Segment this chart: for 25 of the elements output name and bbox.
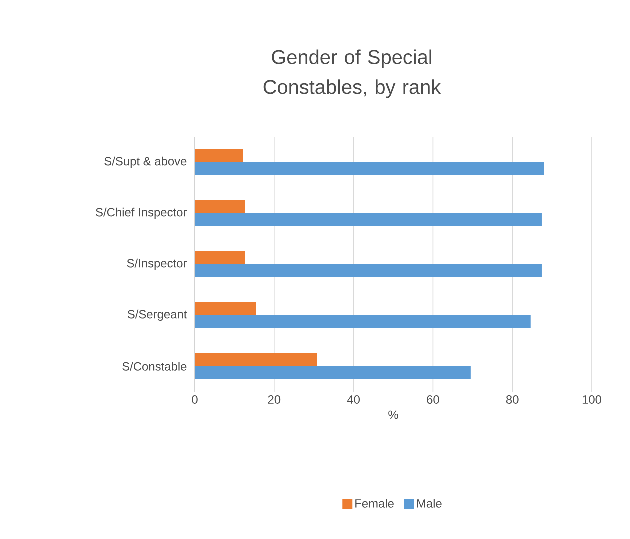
x-tick-label: 20 — [268, 396, 281, 404]
y-tick-label: S/Sergeant — [128, 310, 188, 322]
legend-label: Male — [417, 499, 442, 508]
chart-title: Gender of Special Constables, by rank — [264, 50, 442, 98]
bar — [195, 316, 531, 328]
legend-label: Female — [356, 499, 394, 508]
y-tick-label: S/Chief Inspector — [96, 208, 188, 220]
bar — [195, 354, 318, 366]
x-tick-label: 40 — [347, 396, 360, 404]
y-tick-label: S/Constable — [122, 362, 187, 371]
bar — [195, 302, 256, 316]
bar — [195, 366, 471, 380]
bar — [195, 162, 544, 176]
x-tick-label: 60 — [427, 396, 440, 404]
bar — [195, 264, 542, 278]
y-tick-label: S/Supt & above — [104, 156, 187, 168]
y-tick-label: S/Inspector — [127, 258, 188, 270]
bar — [195, 214, 542, 226]
x-tick-label: 100 — [582, 396, 602, 404]
x-tick-label: 0 — [192, 396, 198, 404]
x-axis-title: % — [388, 410, 398, 420]
bar — [195, 150, 244, 162]
bar — [195, 200, 246, 214]
x-tick-label: 80 — [506, 396, 519, 404]
bar — [195, 252, 246, 264]
